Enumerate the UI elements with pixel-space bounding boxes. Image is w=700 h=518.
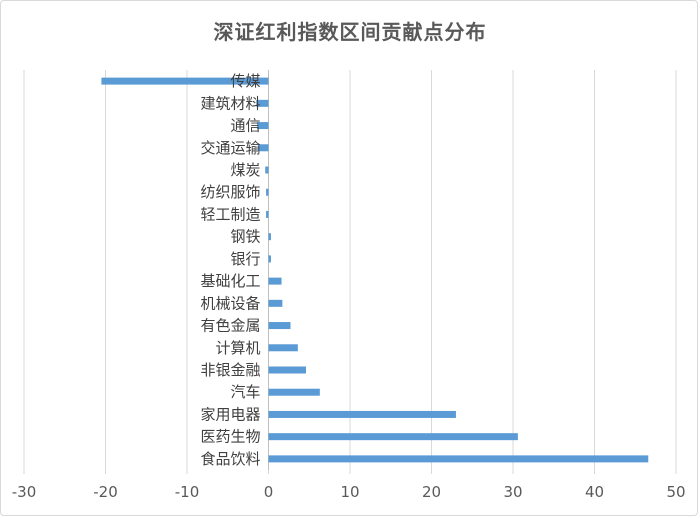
bar [268, 433, 518, 441]
bar [268, 299, 283, 307]
x-tick-label: -20 [93, 483, 118, 501]
bar [268, 255, 271, 263]
bar [268, 344, 298, 352]
x-tick-label: 20 [422, 483, 441, 501]
category-label: 有色金属 [200, 317, 260, 335]
bar [257, 144, 269, 152]
category-label: 轻工制造 [200, 205, 260, 223]
x-tick-label: 50 [666, 483, 685, 501]
x-tick-label: 0 [264, 483, 274, 501]
bar [257, 122, 269, 130]
bar [268, 455, 649, 463]
bar [101, 77, 269, 85]
category-label: 医药生物 [200, 428, 260, 446]
bar [256, 99, 269, 107]
bar [268, 388, 320, 396]
bar [265, 166, 269, 174]
category-label: 基础化工 [200, 272, 260, 290]
x-tick-label: 30 [503, 483, 522, 501]
category-label: 纺织服饰 [200, 183, 260, 201]
bar [266, 188, 269, 196]
category-label: 传媒 [230, 72, 260, 90]
category-label: 通信 [230, 117, 260, 135]
x-tick-label: -30 [12, 483, 37, 501]
x-tick-label: -10 [175, 483, 200, 501]
category-label: 交通运输 [200, 139, 260, 157]
category-label: 家用电器 [200, 405, 260, 423]
bar [268, 410, 456, 418]
bars [101, 77, 649, 463]
category-labels: 传媒建筑材料通信交通运输煤炭纺织服饰轻工制造钢铁银行基础化工机械设备有色金属计算… [200, 72, 260, 468]
category-label: 计算机 [215, 339, 260, 357]
category-label: 煤炭 [230, 161, 260, 179]
gridlines [23, 70, 677, 474]
chart-title: 深证红利指数区间贡献点分布 [213, 20, 487, 44]
category-label: 机械设备 [200, 294, 260, 312]
bar [268, 277, 282, 285]
x-tick-label: 10 [340, 483, 359, 501]
category-label: 汽车 [230, 383, 260, 401]
category-label: 食品饮料 [200, 450, 260, 468]
category-label: 银行 [230, 250, 260, 268]
category-label: 钢铁 [230, 228, 260, 246]
bar [266, 210, 269, 218]
x-tick-label: 40 [585, 483, 604, 501]
x-tick-labels: -30 -20 -10 0 10 20 30 40 50 [12, 483, 686, 501]
category-label: 建筑材料 [200, 94, 260, 112]
bar [268, 366, 306, 374]
category-label: 非银金融 [200, 361, 260, 379]
bar [268, 322, 291, 330]
bar [268, 233, 271, 241]
